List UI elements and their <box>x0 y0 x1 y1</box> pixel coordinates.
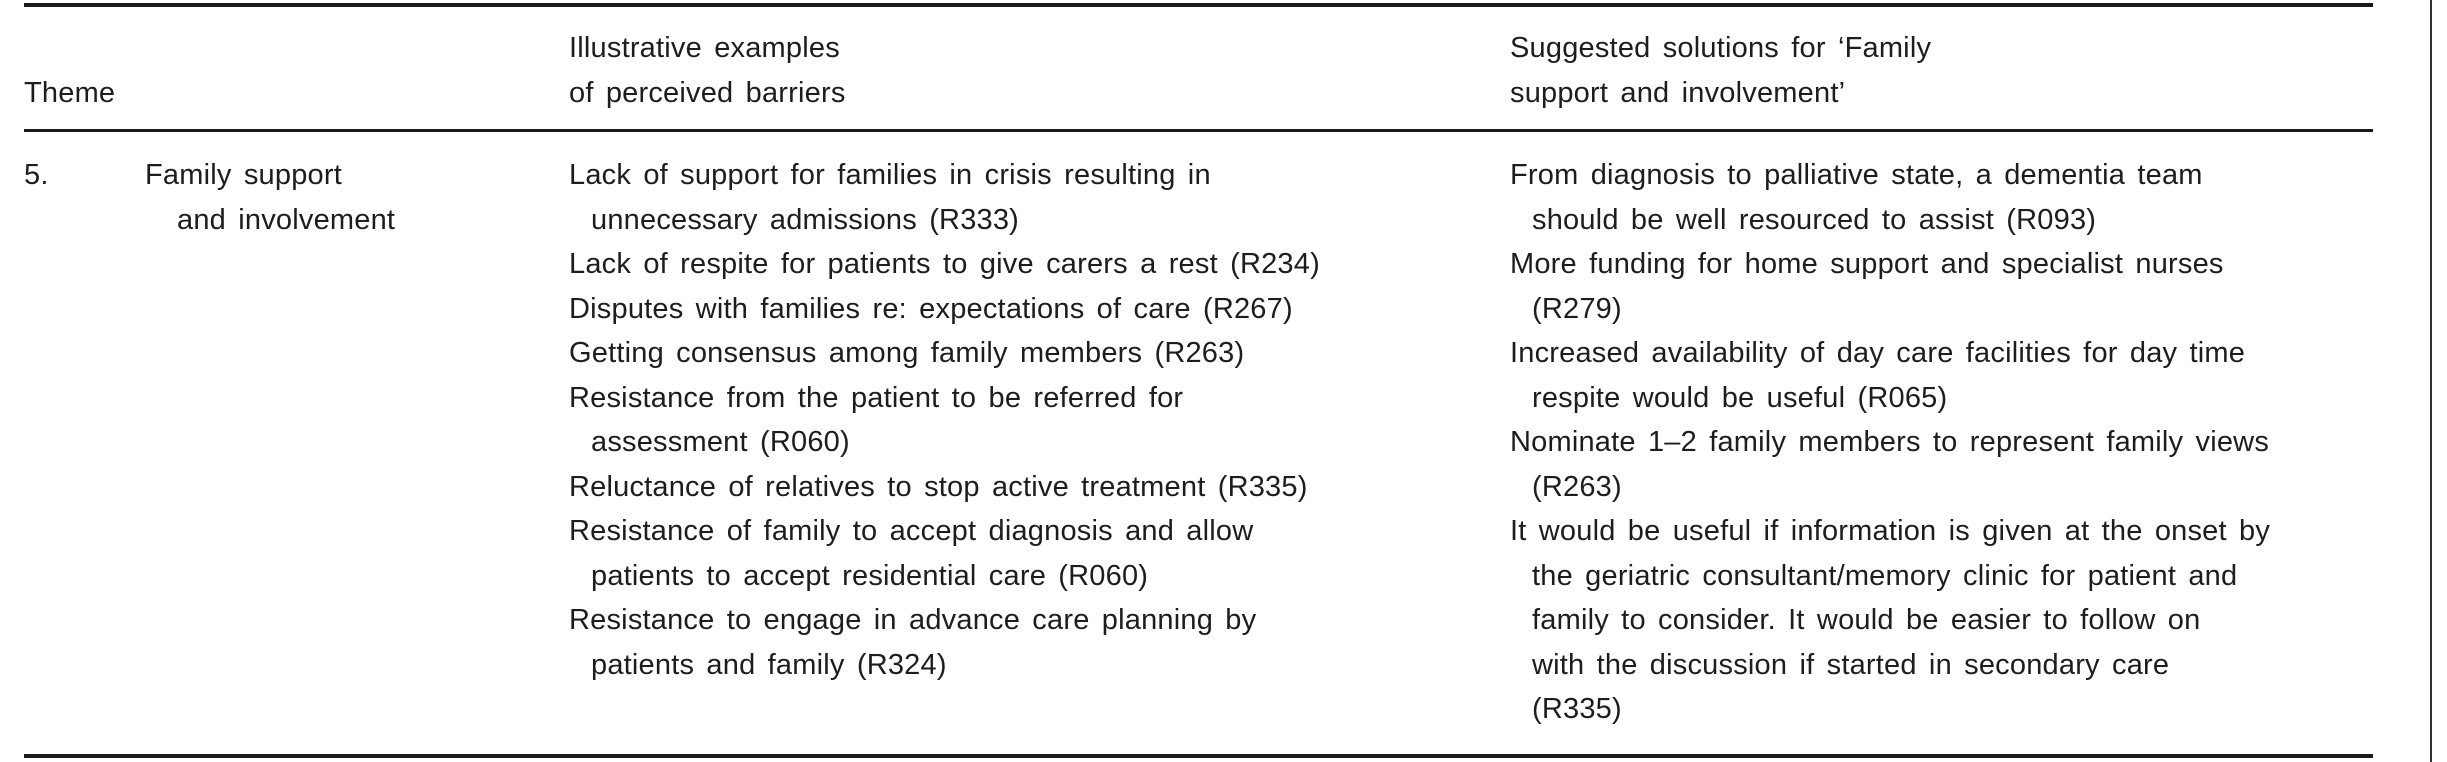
list-item: Nominate 1–2 family members to represent… <box>1510 420 2373 509</box>
text-line: Resistance to engage in advance care pla… <box>569 604 1257 636</box>
list-item: From diagnosis to palliative state, a de… <box>1510 153 2373 242</box>
text-line: Increased availability of day care facil… <box>1510 337 2246 369</box>
text-line: Disputes with families re: expectations … <box>569 292 1293 325</box>
text-line: Reluctance of relatives to stop active t… <box>569 470 1308 503</box>
text-line: More funding for home support and specia… <box>1510 248 2224 280</box>
list-item: It would be useful if information is giv… <box>1510 509 2373 732</box>
text-line: of perceived barriers <box>569 76 846 109</box>
text-line: (R279) <box>1532 292 1622 325</box>
list-item: More funding for home support and specia… <box>1510 242 2373 331</box>
text-line: From diagnosis to palliative state, a de… <box>1510 159 2203 191</box>
text-line: Nominate 1–2 family members to represent… <box>1510 426 2270 458</box>
text-line: family to consider. It would be easier t… <box>1532 604 2201 636</box>
text-line: patients and family (R324) <box>591 648 947 681</box>
list-item: Increased availability of day care facil… <box>1510 331 2373 420</box>
list-item: Lack of support for families in crisis r… <box>569 153 1510 242</box>
barriers-cell: Lack of support for families in crisis r… <box>569 153 1510 732</box>
table-header-rule <box>24 129 2373 132</box>
list-item: Disputes with families re: expectations … <box>569 287 1510 332</box>
table-bottom-rule <box>24 754 2373 758</box>
page-edge-divider <box>2430 0 2432 762</box>
table-body-row: 5. Family support and involvement Lack of… <box>24 132 2373 732</box>
table-header-row: Theme Illustrative examples of perceived … <box>24 0 2373 129</box>
text-line: Lack of support for families in crisis r… <box>569 159 1211 191</box>
list-item: Reluctance of relatives to stop active t… <box>569 465 1510 510</box>
text-line: Resistance of family to accept diagnosis… <box>569 515 1254 547</box>
text-line: Suggested solutions for ‘Family <box>1510 32 1932 64</box>
text-line: the geriatric consultant/memory clinic f… <box>1532 559 2238 592</box>
text-line: Family support <box>145 159 342 191</box>
text-line: Resistance from the patient to be referr… <box>569 381 1184 414</box>
theme-name: Family support and involvement <box>145 153 395 242</box>
text-line: should be well resourced to assist (R093… <box>1532 203 2097 236</box>
column-header-barriers: Illustrative examples of perceived barrie… <box>569 26 1510 115</box>
text-line: It would be useful if information is giv… <box>1510 515 2271 547</box>
text-line: patients to accept residential care (R06… <box>591 559 1149 592</box>
text-line: with the discussion if started in second… <box>1532 648 2170 681</box>
theme-cell: 5. Family support and involvement <box>24 153 569 732</box>
list-item: Getting consensus among family members (… <box>569 331 1510 376</box>
text-line: Illustrative examples <box>569 32 840 64</box>
theme-number: 5. <box>24 159 49 191</box>
list-item: Resistance of family to accept diagnosis… <box>569 509 1510 598</box>
text-line: and involvement <box>177 203 396 236</box>
list-item: Lack of respite for patients to give car… <box>569 242 1510 287</box>
text-line: assessment (R060) <box>591 426 850 458</box>
solutions-cell: From diagnosis to palliative state, a de… <box>1510 153 2373 732</box>
text-line: (R263) <box>1532 470 1622 503</box>
list-item: Resistance to engage in advance care pla… <box>569 598 1510 687</box>
list-item: Resistance from the patient to be referr… <box>569 376 1510 465</box>
text-line: unnecessary admissions (R333) <box>591 203 1020 236</box>
column-header-theme-label: Theme <box>24 76 116 109</box>
table-top-rule <box>24 3 2373 7</box>
column-header-theme: Theme <box>24 71 569 116</box>
column-header-solutions: Suggested solutions for ‘Family support a… <box>1510 26 2373 115</box>
text-line: (R335) <box>1532 693 1622 725</box>
text-line: Getting consensus among family members (… <box>569 337 1245 369</box>
text-line: respite would be useful (R065) <box>1532 381 1948 414</box>
text-line: support and involvement’ <box>1510 76 1846 109</box>
text-line: Lack of respite for patients to give car… <box>569 248 1320 280</box>
